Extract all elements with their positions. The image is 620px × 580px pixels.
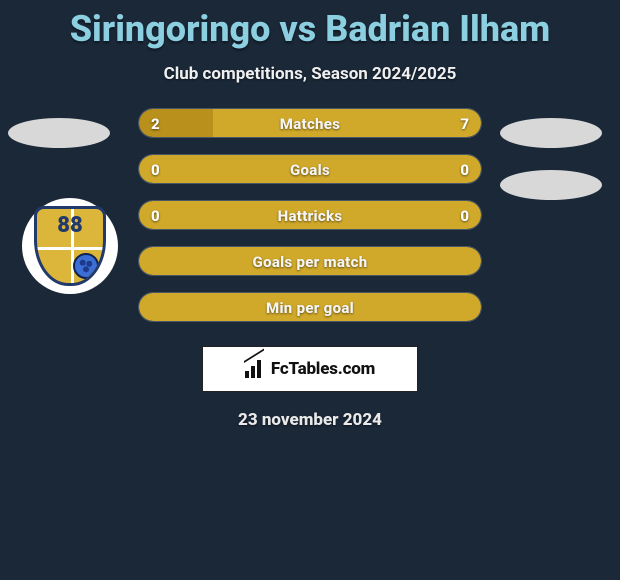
soccer-ball-icon [73,253,99,279]
player-right-placeholder-2 [500,170,602,200]
stat-label: Matches [139,109,481,138]
player-right-placeholder-1 [500,118,602,148]
page-subtitle: Club competitions, Season 2024/2025 [0,64,620,84]
stat-bar-goals_per_match: Goals per match [138,246,482,276]
stat-label: Goals [139,155,481,184]
stat-bar-matches: 27Matches [138,108,482,138]
club-badge-number: 88 [37,213,103,238]
stat-bars: 27Matches 00Goals 00Hattricks Goals per mat… [138,108,482,338]
stat-bar-hattricks: 00Hattricks [138,200,482,230]
player-left-placeholder [8,118,110,148]
stat-label: Min per goal [139,293,481,322]
branding-card[interactable]: FcTables.com [202,346,418,392]
bar-chart-icon [245,360,265,378]
page-title: Siringoringo vs Badrian Ilham [0,0,620,50]
stat-label: Goals per match [139,247,481,276]
club-badge: 88 [22,198,118,294]
stat-bar-goals: 00Goals [138,154,482,184]
date-line: 23 november 2024 [0,410,620,430]
stat-label: Hattricks [139,201,481,230]
branding-text: FcTables.com [271,359,375,379]
club-badge-shield: 88 [34,206,106,286]
stat-bar-min_per_goal: Min per goal [138,292,482,322]
